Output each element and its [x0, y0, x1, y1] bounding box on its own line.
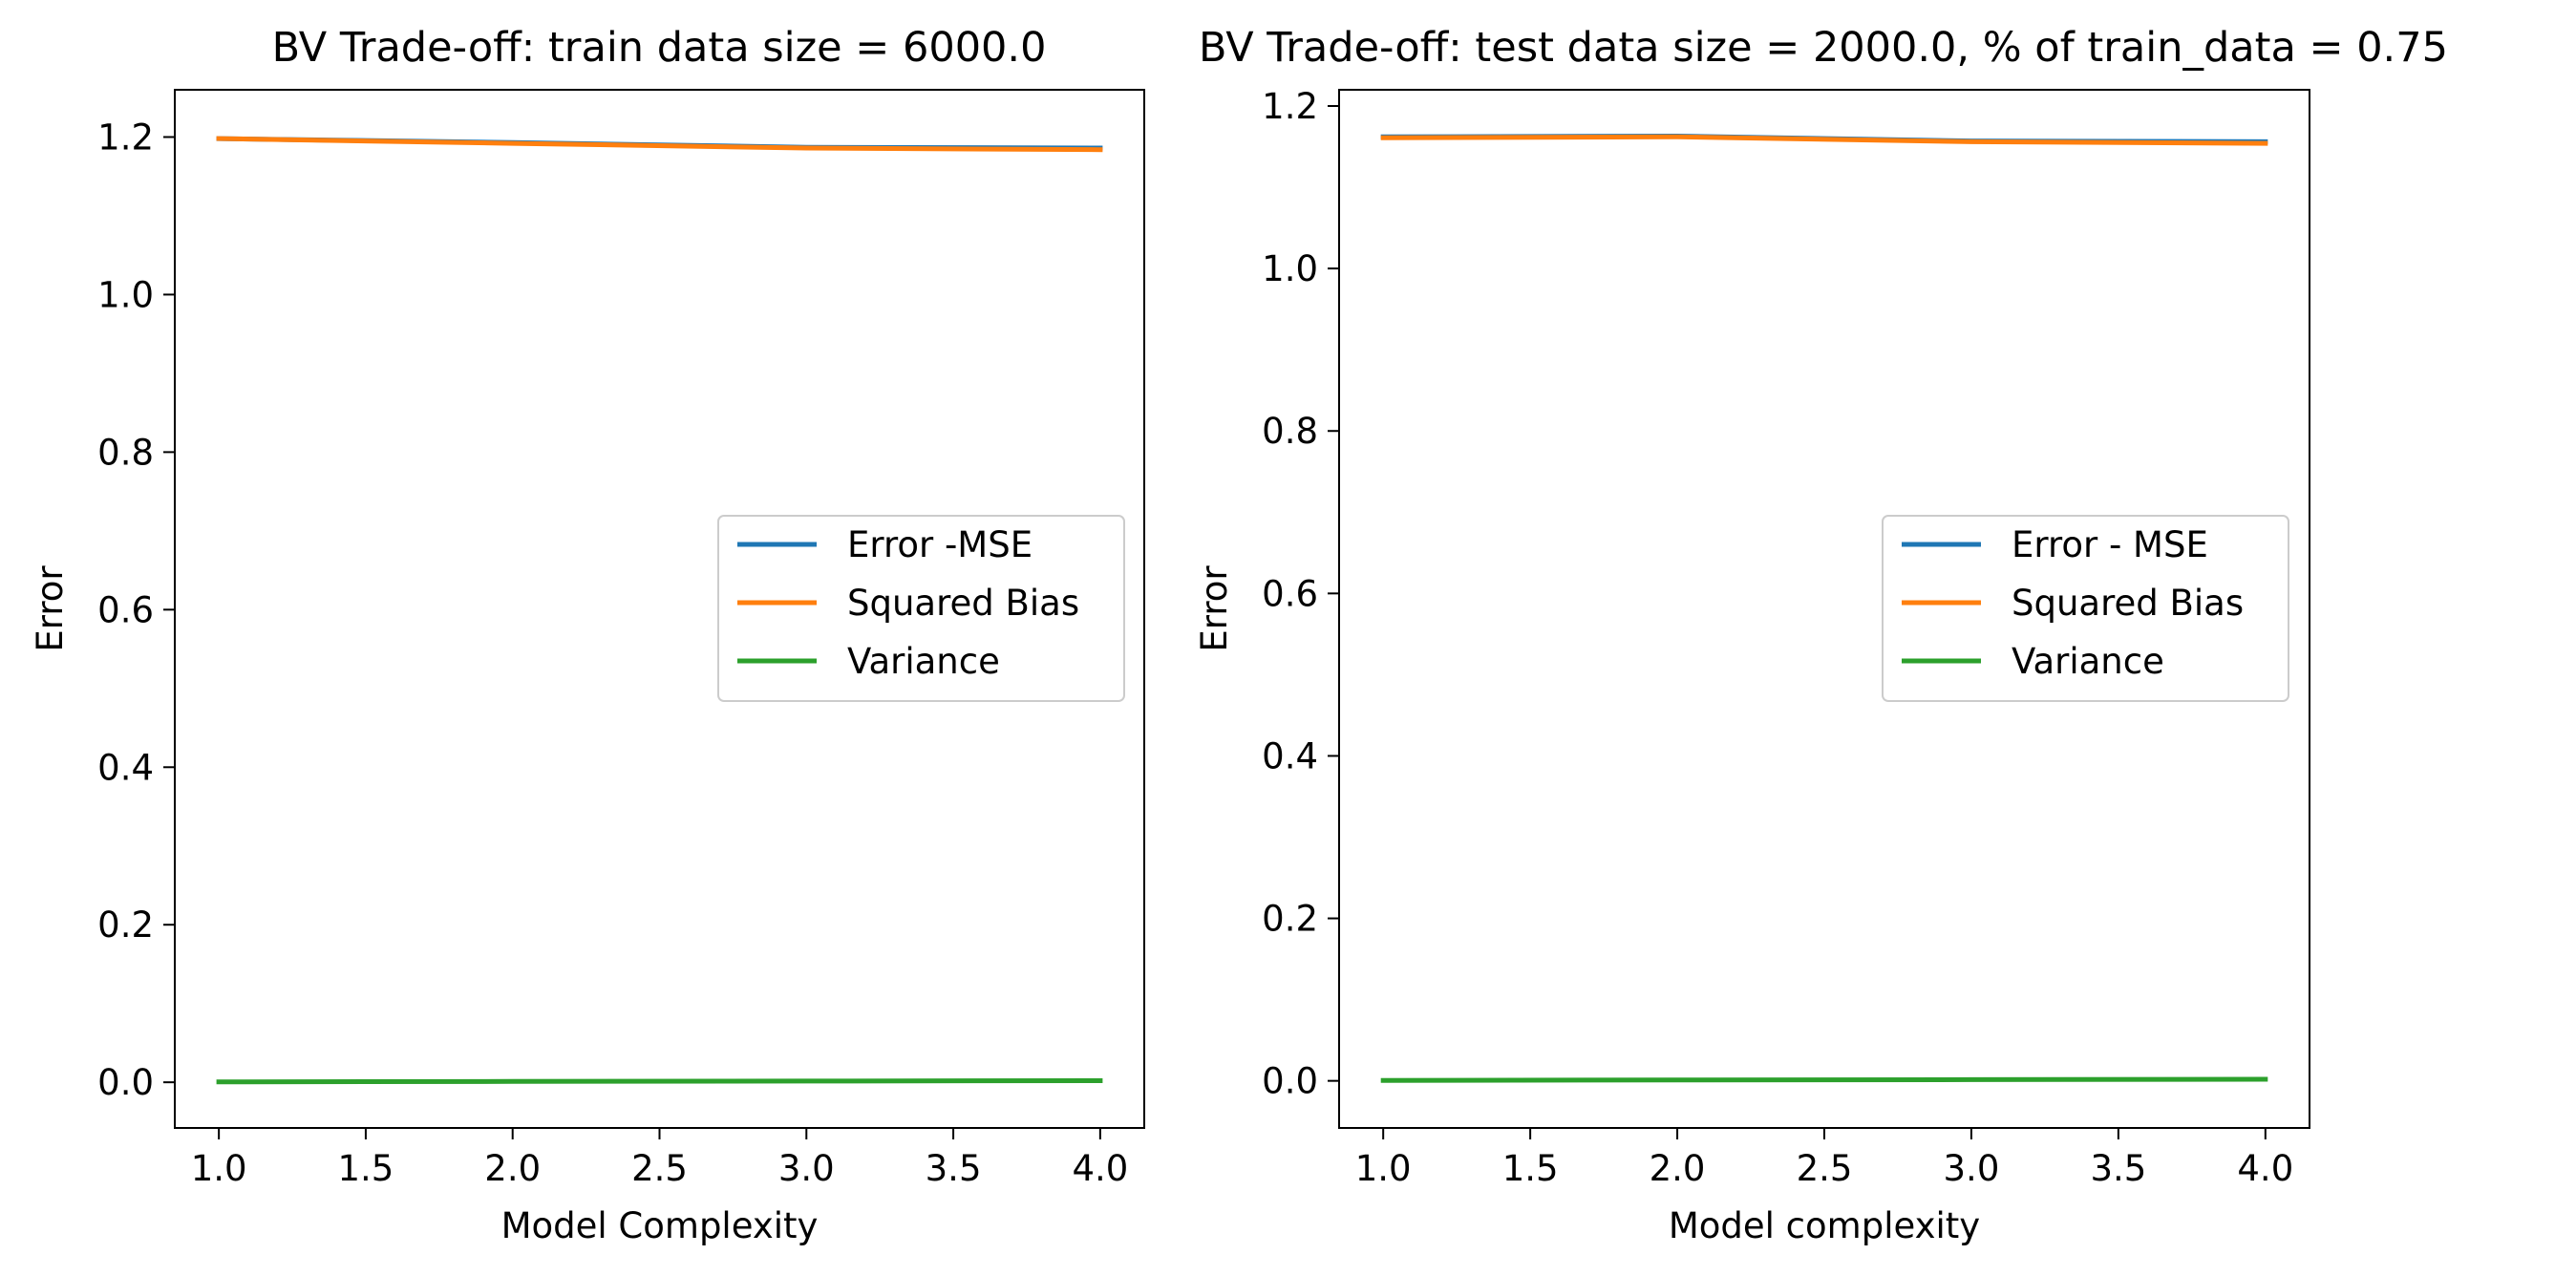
x-tick-label: 2.0 — [484, 1148, 541, 1189]
x-tick-label: 1.5 — [1502, 1148, 1559, 1189]
legend-box — [717, 515, 1125, 702]
y-tick-label: 0.0 — [97, 1062, 154, 1103]
x-tick-label: 1.0 — [191, 1148, 247, 1189]
series-line-2 — [1380, 134, 2268, 146]
y-tick-label: 1.0 — [1262, 248, 1318, 289]
y-tick-label: 1.2 — [1262, 86, 1318, 127]
y-tick-label: 0.4 — [97, 747, 154, 788]
y-tick-label: 0.8 — [97, 432, 154, 473]
y-tick-label: 0.6 — [97, 589, 154, 630]
x-tick-label: 3.0 — [1944, 1148, 2000, 1189]
y-tick-label: 0.2 — [1262, 899, 1318, 940]
x-tick-label: 3.5 — [926, 1148, 982, 1189]
legend-entry-label: Error -MSE — [847, 524, 1033, 565]
series-line-2 — [216, 136, 1103, 153]
y-tick-label: 0.2 — [97, 904, 154, 946]
legend-entry-label: Squared Bias — [847, 583, 1079, 624]
y-tick-label: 0.0 — [1262, 1061, 1318, 1102]
legend-entry-label: Squared Bias — [2012, 583, 2244, 624]
chart-title: BV Trade-off: test data size = 2000.0, %… — [1199, 24, 2448, 72]
chart-panel-1: BV Trade-off: train data size = 6000.0 1.… — [30, 24, 1145, 1246]
series-line-3 — [1380, 1076, 2268, 1083]
x-axis-label: Model complexity — [1669, 1205, 1980, 1246]
x-tick-label: 4.0 — [1072, 1148, 1128, 1189]
y-tick-label: 0.6 — [1262, 573, 1318, 614]
x-tick-label: 2.0 — [1650, 1148, 1706, 1189]
y-tick-label: 0.4 — [1262, 735, 1318, 776]
chart-title: BV Trade-off: train data size = 6000.0 — [272, 24, 1047, 72]
legend-entry-label: Error - MSE — [2012, 524, 2208, 565]
x-tick-label: 4.0 — [2237, 1148, 2293, 1189]
x-tick-label: 2.5 — [631, 1148, 688, 1189]
legend-entry-label: Variance — [847, 641, 1000, 682]
y-tick-label: 1.0 — [97, 274, 154, 315]
series-line-3 — [216, 1077, 1103, 1085]
legend: Error - MSE Squared Bias Variance — [1882, 515, 2289, 702]
x-tick-label: 2.5 — [1797, 1148, 1853, 1189]
plot-frame — [174, 89, 1145, 1129]
x-tick-label: 1.5 — [338, 1148, 394, 1189]
x-tick-label: 3.5 — [2090, 1148, 2146, 1189]
y-tick-label: 1.2 — [97, 117, 154, 158]
y-axis-label: Error — [30, 565, 71, 652]
legend-entry-label: Variance — [2012, 641, 2164, 682]
legend: Error -MSE Squared Bias Variance — [717, 515, 1125, 702]
y-tick-label: 0.8 — [1262, 411, 1318, 452]
y-axis-label: Error — [1194, 565, 1235, 652]
x-axis-label: Model Complexity — [501, 1205, 819, 1246]
legend-box — [1882, 515, 2289, 702]
chart-panel-2: BV Trade-off: test data size = 2000.0, %… — [1194, 24, 2448, 1246]
x-tick-label: 3.0 — [778, 1148, 835, 1189]
plot-frame — [1338, 89, 2310, 1129]
x-tick-label: 1.0 — [1355, 1148, 1412, 1189]
